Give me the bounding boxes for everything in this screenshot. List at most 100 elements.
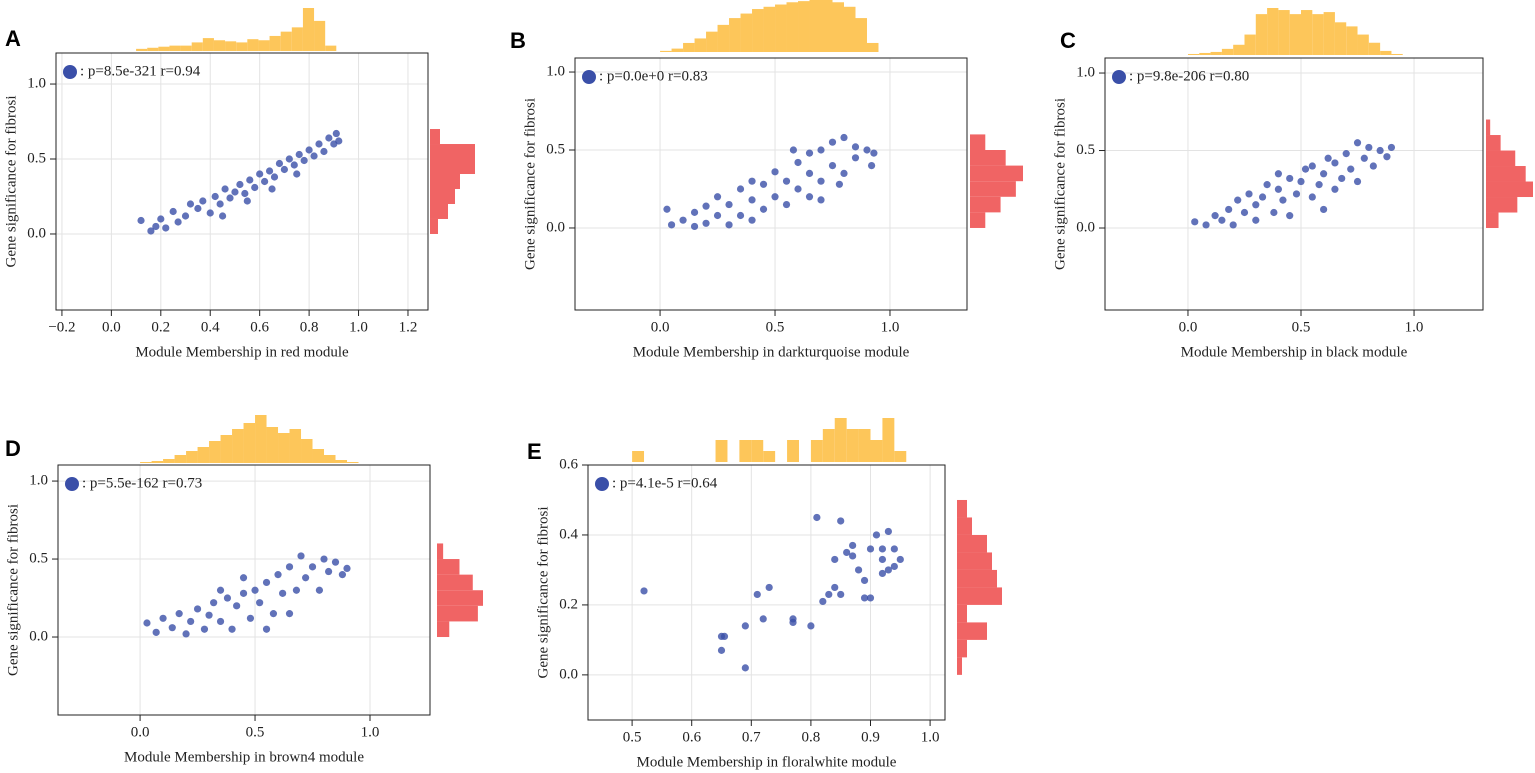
point <box>335 137 343 145</box>
point <box>753 590 761 599</box>
x-axis-label: Module Membership in darkturquoise modul… <box>633 344 910 360</box>
x-tick-label: 0.5 <box>766 319 785 335</box>
x-tick-label: 0.6 <box>250 319 269 335</box>
point <box>748 196 756 204</box>
point <box>854 566 863 574</box>
point <box>233 602 241 610</box>
point <box>1360 154 1368 162</box>
point <box>771 168 779 176</box>
top-histogram-bar <box>882 418 895 462</box>
point <box>168 624 176 632</box>
top-histogram-bar <box>1210 51 1222 55</box>
y-tick-label: 0.5 <box>1076 142 1095 158</box>
point <box>256 599 264 607</box>
top-histogram-bar <box>1323 12 1335 55</box>
y-tick-label: 0.5 <box>29 550 48 566</box>
top-histogram-bar <box>174 455 187 463</box>
point <box>251 586 259 594</box>
point <box>186 200 195 208</box>
x-tick-label: 0.0 <box>1179 319 1198 335</box>
point <box>819 597 827 606</box>
top-histogram-bar <box>1301 10 1313 55</box>
point <box>152 628 160 636</box>
point <box>182 630 190 638</box>
point <box>239 574 248 582</box>
top-histogram-bar <box>314 20 326 51</box>
top-histogram-bar <box>163 459 175 463</box>
top-histogram-bar <box>1312 14 1324 55</box>
point <box>246 614 255 622</box>
right-histogram-bar <box>957 534 987 553</box>
top-histogram-bar <box>289 429 302 463</box>
point <box>866 545 875 553</box>
legend-marker <box>65 477 79 491</box>
point <box>1324 154 1332 162</box>
point <box>200 625 209 633</box>
point <box>782 200 791 209</box>
point <box>1252 201 1260 209</box>
point <box>663 205 671 213</box>
point <box>759 205 768 213</box>
point <box>305 146 313 154</box>
point <box>690 222 699 231</box>
top-histogram-bar <box>1267 8 1279 55</box>
x-tick-label: 0.5 <box>623 729 642 745</box>
point <box>169 207 177 216</box>
point <box>835 180 843 188</box>
top-histogram-bar <box>325 45 337 51</box>
top-histogram-bar <box>140 462 152 463</box>
right-histogram-bar <box>430 144 475 160</box>
point <box>713 211 722 220</box>
right-histogram-bar <box>1486 212 1499 229</box>
top-histogram-bar <box>1244 34 1256 55</box>
top-histogram-bar <box>302 8 315 51</box>
point <box>246 176 254 184</box>
point <box>837 590 845 599</box>
right-histogram-bar <box>970 181 1016 197</box>
top-histogram-bar <box>775 4 787 52</box>
point <box>872 531 881 539</box>
point <box>315 140 323 148</box>
right-histogram-bar <box>1486 119 1491 136</box>
top-histogram-bar <box>1255 14 1268 55</box>
top-histogram-bar <box>180 45 192 51</box>
y-tick-label: 0.6 <box>559 456 578 472</box>
top-histogram-bar <box>225 41 237 51</box>
point <box>292 586 301 594</box>
right-histogram-bar <box>957 552 992 570</box>
point <box>640 587 648 595</box>
point <box>831 583 839 592</box>
right-histogram-bar <box>970 150 1006 166</box>
point <box>1191 218 1199 226</box>
point <box>297 552 305 560</box>
point <box>137 216 145 225</box>
top-histogram-bar <box>347 462 359 463</box>
point <box>1297 177 1305 186</box>
top-histogram-bar <box>832 2 844 53</box>
point <box>863 146 871 154</box>
top-histogram-bar <box>821 0 833 52</box>
point <box>867 161 876 170</box>
y-axis-label: Gene significance for fibrosi <box>5 504 21 676</box>
plot-frame <box>1104 57 1484 311</box>
right-histogram-bar <box>1486 181 1533 198</box>
y-tick-label: 0.0 <box>27 225 46 241</box>
point <box>1308 162 1316 170</box>
right-histogram-bar <box>957 499 967 518</box>
point <box>320 555 328 563</box>
top-histogram-bar <box>798 1 810 52</box>
y-tick-label: 1.0 <box>27 75 46 91</box>
point <box>280 165 288 174</box>
top-histogram-bar <box>632 451 645 462</box>
right-histogram-bar <box>437 621 450 638</box>
top-histogram-bar <box>197 447 210 463</box>
point <box>241 189 249 198</box>
point <box>285 610 294 618</box>
top-histogram-bar <box>822 429 835 462</box>
top-histogram-bar <box>232 429 244 463</box>
point <box>1347 165 1355 173</box>
point <box>270 173 279 181</box>
top-histogram-bar <box>258 40 270 51</box>
top-histogram-bar <box>1278 10 1290 55</box>
top-histogram-bar <box>158 46 170 51</box>
